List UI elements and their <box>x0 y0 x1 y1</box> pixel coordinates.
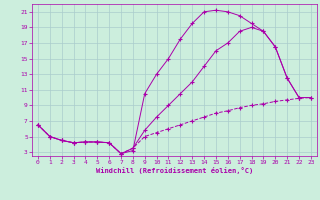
X-axis label: Windchill (Refroidissement éolien,°C): Windchill (Refroidissement éolien,°C) <box>96 167 253 174</box>
